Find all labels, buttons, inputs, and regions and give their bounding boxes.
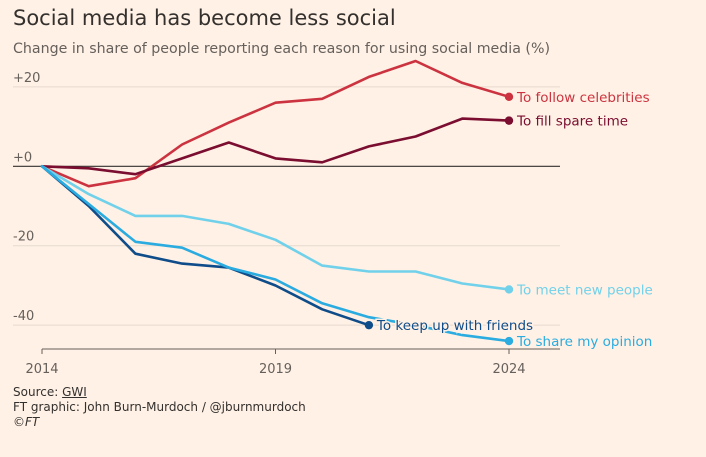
- series-line-to-follow-celebrities: [40, 59, 511, 188]
- series-end-dot-to-share-my-opinion: [504, 336, 514, 346]
- series-end-dot-to-fill-spare-time: [504, 116, 514, 125]
- source-line: Source: GWI: [13, 385, 306, 400]
- y-tick-label: +20: [13, 71, 40, 86]
- series-line-to-keep-up-with-friends: [40, 165, 371, 327]
- line-chart: +20 +0 -20 -40 2014 2019 2024 To follow celebr…: [13, 59, 654, 377]
- series-label-to-meet-new-people: To meet new people: [516, 282, 653, 298]
- series-end-dot-to-keep-up-with-friends: [364, 320, 374, 330]
- series-labels: To follow celebrities To fill spare time T…: [374, 88, 654, 351]
- series-label-to-share-my-opinion: To share my opinion: [516, 334, 652, 350]
- chart-title: Social media has become less social: [13, 6, 396, 30]
- series-line-to-meet-new-people: [40, 165, 511, 291]
- series-lines: [40, 59, 514, 346]
- series-label-to-keep-up-with-friends: To keep up with friends: [376, 318, 533, 334]
- series-label-to-follow-celebrities: To follow celebrities: [516, 90, 650, 106]
- graphic-credit: FT graphic: John Burn-Murdoch / @jburnmu…: [13, 400, 306, 414]
- y-tick-label: -40: [13, 309, 34, 324]
- axis: +20 +0 -20 -40 2014 2019 2024: [13, 71, 560, 377]
- x-tick-label: 2024: [492, 362, 525, 377]
- chart-subtitle: Change in share of people reporting each…: [13, 41, 550, 57]
- source-label: Source:: [13, 385, 63, 399]
- y-tick-label: +0: [13, 150, 32, 165]
- x-tick-label: 2014: [25, 362, 58, 377]
- source-link[interactable]: GWI: [62, 385, 87, 399]
- x-tick-label: 2019: [259, 362, 292, 377]
- series-line-to-fill-spare-time: [40, 117, 511, 176]
- series-label-to-fill-spare-time: To fill spare time: [516, 114, 628, 130]
- series-line-to-share-my-opinion: [40, 165, 511, 343]
- series-end-dot-to-meet-new-people: [504, 285, 514, 294]
- copyright: ©FT: [13, 415, 40, 429]
- grid-lines: [13, 86, 560, 326]
- y-tick-label: -20: [13, 230, 34, 245]
- series-end-dot-to-follow-celebrities: [504, 92, 514, 101]
- chart-footer: Source: GWI FT graphic: John Burn-Murdoc…: [13, 385, 306, 430]
